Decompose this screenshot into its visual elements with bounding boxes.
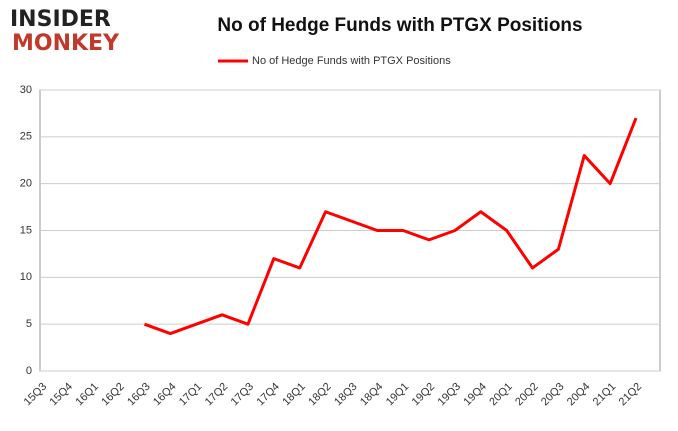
x-tick-label: 19Q3 [436,381,464,409]
y-tick-label: 20 [20,178,32,190]
y-tick-label: 30 [20,84,32,96]
x-tick-label: 17Q4 [254,381,282,409]
x-tick-label: 19Q1 [384,381,412,409]
logo-line1: INSIDER [10,7,111,32]
y-tick-label: 5 [26,318,32,330]
legend-label: No of Hedge Funds with PTGX Positions [252,55,451,67]
x-tick-label: 18Q2 [306,381,334,409]
y-tick-label: 10 [20,271,32,283]
x-tick-label: 18Q1 [280,381,308,409]
x-tick-label: 21Q2 [617,381,645,409]
x-tick-label: 16Q1 [73,381,101,409]
x-tick-label: 15Q4 [48,381,76,409]
x-tick-label: 16Q3 [125,381,153,409]
x-tick-label: 21Q1 [591,381,619,409]
x-tick-label: 16Q4 [151,381,179,409]
x-tick-label: 19Q2 [410,381,438,409]
x-tick-label: 19Q4 [461,381,489,409]
y-tick-label: 15 [20,224,32,236]
data-line [143,117,638,336]
y-tick-label: 0 [26,365,32,377]
x-tick-label: 18Q4 [358,381,386,409]
x-tick-label: 18Q3 [332,381,360,409]
y-tick-label: 25 [20,131,32,143]
x-tick-label: 20Q3 [539,381,567,409]
x-tick-label: 15Q3 [22,381,50,409]
x-tick-label: 20Q4 [565,381,593,409]
x-tick-label: 17Q1 [177,381,205,409]
x-tick-label: 20Q2 [513,381,541,409]
x-tick-label: 17Q3 [229,381,257,409]
x-tick-label: 17Q2 [203,381,231,409]
x-tick-label: 20Q1 [487,381,515,409]
chart-title: No of Hedge Funds with PTGX Positions [217,15,582,36]
logo-line2: MONKEY [12,31,120,56]
x-tick-label: 16Q2 [99,381,127,409]
